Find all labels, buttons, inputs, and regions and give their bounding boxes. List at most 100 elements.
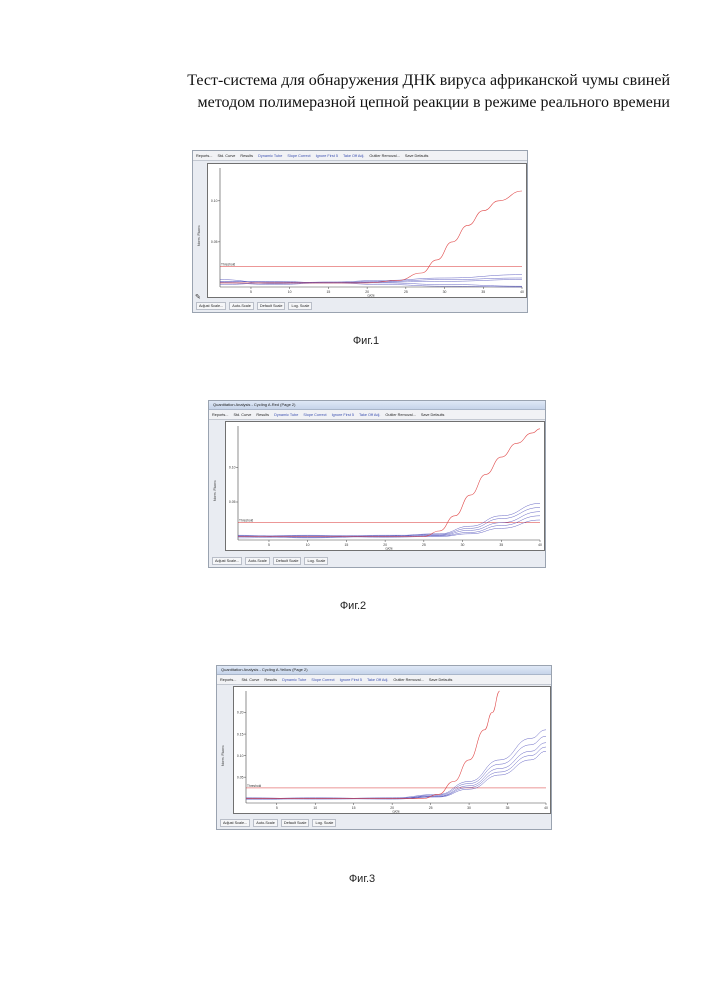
results-button[interactable]: Results: [256, 413, 269, 417]
x-tick-label: 30: [443, 290, 447, 294]
ignore-first-button[interactable]: Ignore First 5: [316, 154, 338, 158]
auto-scale-button[interactable]: Auto-Scale: [253, 819, 278, 827]
positive-control-curve[interactable]: [220, 191, 522, 283]
dynamic-tube-button[interactable]: Dynamic Tube: [274, 413, 298, 417]
outlier-removal-button[interactable]: Outlier Removal...: [369, 154, 399, 158]
x-tick-label: 5: [268, 543, 270, 547]
figure-1-y-axis-label: Norm. Fluoro.: [197, 225, 201, 246]
adjust-scale-button[interactable]: Adjust Scale...: [212, 557, 242, 565]
log-scale-button[interactable]: Log. Scale: [312, 819, 336, 827]
adjust-scale-button[interactable]: Adjust Scale...: [220, 819, 250, 827]
y-tick-label: 0.10: [211, 199, 218, 203]
threshold-label: Threshold: [239, 519, 253, 523]
figure-3-title-bar: Quantitation Analysis - Cycling A.Yellow…: [217, 666, 551, 675]
negative-sample-curve-4[interactable]: [246, 747, 546, 799]
figure-1-window: Reports... Std. Curve Results Dynamic Tu…: [192, 150, 528, 313]
x-axis-label: cycle: [367, 294, 374, 298]
slope-correct-button[interactable]: Slope Correct: [311, 678, 334, 682]
x-tick-label: 25: [422, 543, 426, 547]
x-tick-label: 10: [288, 290, 292, 294]
save-defaults-button[interactable]: Save Defaults: [421, 413, 445, 417]
save-defaults-button[interactable]: Save Defaults: [429, 678, 453, 682]
x-tick-label: 35: [481, 290, 485, 294]
x-tick-label: 30: [467, 806, 471, 810]
ignore-first-button[interactable]: Ignore First 5: [340, 678, 362, 682]
y-tick-label: 0.20: [237, 711, 244, 715]
default-scale-button[interactable]: Default Scale: [281, 819, 310, 827]
x-tick-label: 40: [520, 290, 524, 294]
figure-1-scale-buttons: Adjust Scale... Auto-Scale Default Scale…: [196, 302, 312, 310]
y-tick-label: 0.05: [237, 775, 244, 779]
take-off-adj-button[interactable]: Take Off Adj.: [359, 413, 380, 417]
slope-correct-button[interactable]: Slope Correct: [303, 413, 326, 417]
figure-3-window: Quantitation Analysis - Cycling A.Yellow…: [216, 665, 552, 830]
auto-scale-button[interactable]: Auto-Scale: [245, 557, 270, 565]
reports-button[interactable]: Reports...: [212, 413, 228, 417]
y-tick-label: 0.10: [229, 466, 236, 470]
take-off-adj-button[interactable]: Take Off Adj.: [367, 678, 388, 682]
negative-sample-curve-2[interactable]: [246, 736, 546, 799]
x-axis-label: cycle: [392, 810, 399, 814]
dynamic-tube-button[interactable]: Dynamic Tube: [282, 678, 306, 682]
threshold-label: Threshold: [221, 262, 235, 266]
default-scale-button[interactable]: Default Scale: [273, 557, 302, 565]
results-button[interactable]: Results: [240, 154, 253, 158]
y-tick-label: 0.15: [237, 732, 244, 736]
negative-sample-curve-3[interactable]: [238, 512, 540, 538]
log-scale-button[interactable]: Log. Scale: [304, 557, 328, 565]
y-tick-label: 0.05: [211, 240, 218, 244]
pin-icon[interactable]: ✎: [195, 293, 201, 301]
figure-3-caption: Фиг.3: [322, 873, 402, 885]
log-scale-button[interactable]: Log. Scale: [288, 302, 312, 310]
figure-2-y-axis-label: Norm. Fluoro.: [213, 480, 217, 501]
ignore-first-button[interactable]: Ignore First 5: [332, 413, 354, 417]
x-tick-label: 10: [306, 543, 310, 547]
auto-scale-button[interactable]: Auto-Scale: [229, 302, 254, 310]
x-tick-label: 35: [506, 806, 510, 810]
outlier-removal-button[interactable]: Outlier Removal...: [385, 413, 415, 417]
x-tick-label: 5: [250, 290, 252, 294]
slope-correct-button[interactable]: Slope Correct: [287, 154, 310, 158]
default-scale-button[interactable]: Default Scale: [257, 302, 286, 310]
negative-sample-curve-4[interactable]: [238, 516, 540, 538]
x-tick-label: 10: [313, 806, 317, 810]
y-tick-label: 0.10: [237, 754, 244, 758]
adjust-scale-button[interactable]: Adjust Scale...: [196, 302, 226, 310]
figure-1-toolbar: Reports... Std. Curve Results Dynamic Tu…: [193, 151, 527, 161]
x-axis-label: cycle: [385, 547, 392, 551]
negative-sample-curve-3[interactable]: [246, 743, 546, 800]
save-defaults-button[interactable]: Save Defaults: [405, 154, 429, 158]
positive-control-curve[interactable]: [238, 429, 540, 537]
y-tick-label: 0.05: [229, 500, 236, 504]
reports-button[interactable]: Reports...: [220, 678, 236, 682]
negative-sample-curve-2[interactable]: [238, 508, 540, 537]
figure-3-toolbar: Reports... Std. Curve Results Dynamic Tu…: [217, 675, 551, 685]
outlier-removal-button[interactable]: Outlier Removal...: [393, 678, 423, 682]
threshold-label: Threshold: [247, 784, 261, 788]
x-tick-label: 5: [276, 806, 278, 810]
results-button[interactable]: Results: [264, 678, 277, 682]
std-curve-button[interactable]: Std. Curve: [217, 154, 235, 158]
x-tick-label: 35: [499, 543, 503, 547]
take-off-adj-button[interactable]: Take Off Adj.: [343, 154, 364, 158]
x-tick-label: 15: [327, 290, 331, 294]
std-curve-button[interactable]: Std. Curve: [241, 678, 259, 682]
figure-2-caption: Фиг.2: [313, 600, 393, 612]
x-tick-label: 15: [345, 543, 349, 547]
figure-2-window: Quantitation Analysis - Cycling A.Red (P…: [208, 400, 546, 568]
figure-1-plot: 510152025303540cycle0.050.10Threshold: [207, 163, 527, 298]
negative-sample-curve-1[interactable]: [238, 503, 540, 537]
x-tick-label: 25: [429, 806, 433, 810]
x-tick-label: 30: [461, 543, 465, 547]
x-tick-label: 15: [352, 806, 356, 810]
dynamic-tube-button[interactable]: Dynamic Tube: [258, 154, 282, 158]
figure-2-toolbar: Reports... Std. Curve Results Dynamic Tu…: [209, 410, 545, 420]
reports-button[interactable]: Reports...: [196, 154, 212, 158]
x-tick-label: 40: [538, 543, 542, 547]
figure-2-scale-buttons: Adjust Scale... Auto-Scale Default Scale…: [212, 557, 328, 565]
x-tick-label: 25: [404, 290, 408, 294]
title-line-2: методом полимеразной цепной реакции в ре…: [130, 92, 670, 114]
std-curve-button[interactable]: Std. Curve: [233, 413, 251, 417]
title-line-1: Тест-система для обнаружения ДНК вируса …: [130, 70, 670, 92]
negative-sample-curve-5[interactable]: [246, 751, 546, 799]
